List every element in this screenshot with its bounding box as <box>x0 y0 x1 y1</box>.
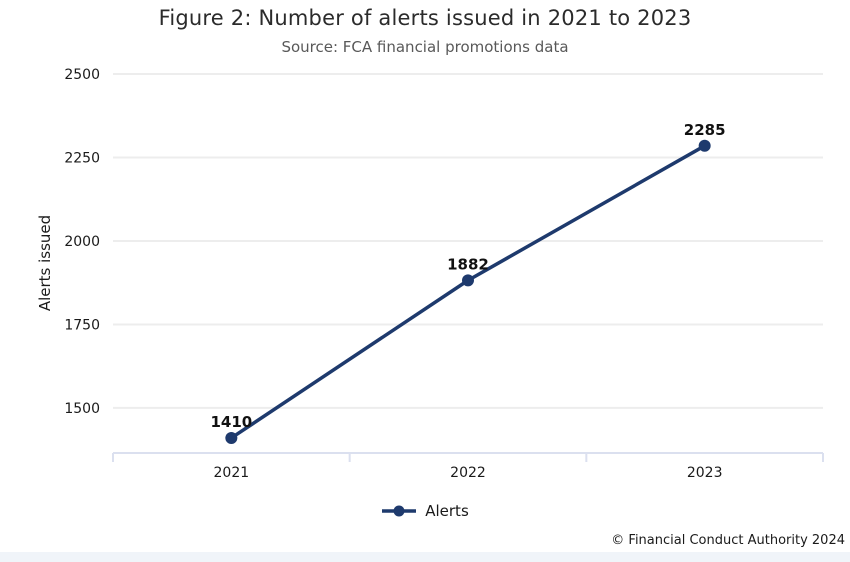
y-tick-label: 2500 <box>64 67 100 83</box>
y-tick-label: 2000 <box>64 234 100 250</box>
chart-legend: Alerts <box>0 502 850 520</box>
data-point[interactable] <box>698 139 711 152</box>
data-point-label: 1882 <box>447 255 489 273</box>
chart-subtitle: Source: FCA financial promotions data <box>281 38 569 56</box>
data-point-label: 1410 <box>210 413 252 431</box>
x-tick-label: 2023 <box>687 465 723 481</box>
data-point[interactable] <box>225 431 238 444</box>
x-tick-label: 2021 <box>214 465 250 481</box>
chart-title: Figure 2: Number of alerts issued in 202… <box>158 6 692 30</box>
y-tick-label: 2250 <box>64 150 100 166</box>
x-tick-label: 2022 <box>450 465 486 481</box>
data-point[interactable] <box>462 274 474 287</box>
legend-line-marker-icon <box>382 505 417 517</box>
y-tick-label: 1750 <box>64 317 100 333</box>
copyright-credit: © Financial Conduct Authority 2024 <box>611 533 845 548</box>
y-tick-label: 1500 <box>64 401 100 417</box>
series-line <box>229 144 707 440</box>
bottom-strip <box>0 552 850 562</box>
legend-item-alerts[interactable]: Alerts <box>381 502 469 520</box>
data-point-label: 2285 <box>684 121 726 139</box>
legend-label: Alerts <box>425 502 469 520</box>
